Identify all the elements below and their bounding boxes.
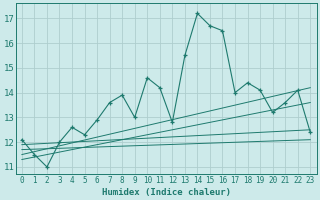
X-axis label: Humidex (Indice chaleur): Humidex (Indice chaleur) [101,188,231,197]
